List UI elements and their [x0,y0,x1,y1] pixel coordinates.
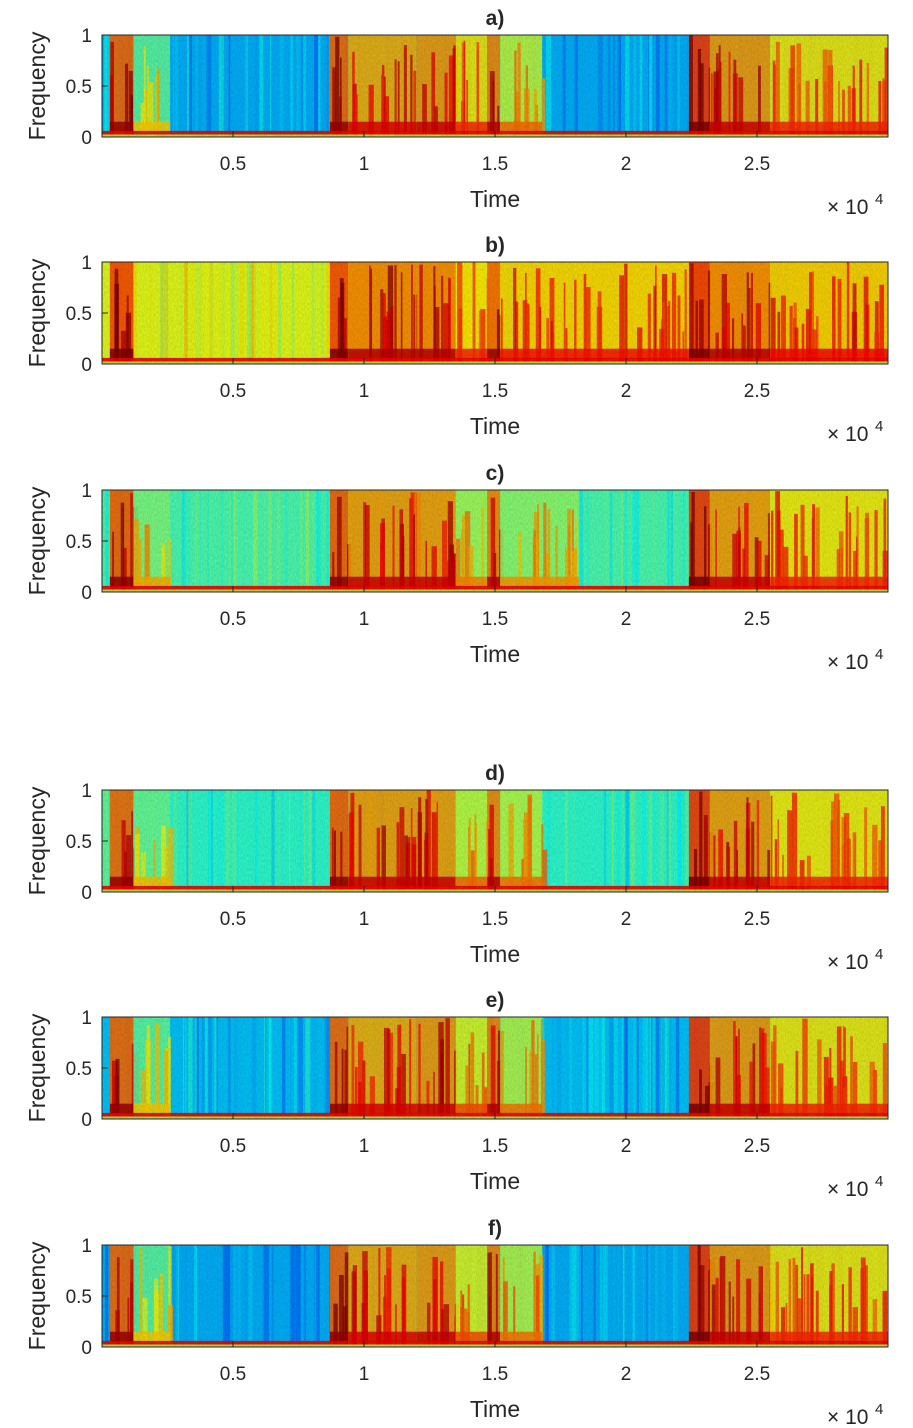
x-axis-label: Time [470,413,520,439]
spectrogram-image [102,490,888,592]
y-tick-label: 0 [81,883,92,904]
x-tick-label: 0.5 [220,154,246,175]
x-tick-label: 0.5 [220,609,246,630]
spectrogram-image [102,790,888,892]
x-tick-label: 2 [621,909,632,930]
x-tick-label: 0.5 [220,1364,246,1385]
panel-title: b) [485,234,505,257]
x-tick-label: 2.5 [744,1136,770,1157]
x-tick-label: 1 [359,1136,370,1157]
y-tick-label: 0 [81,1338,92,1359]
y-tick-label: 0.5 [66,532,92,553]
x-tick-label: 1 [359,154,370,175]
y-axis-label: Frequency [24,1013,50,1122]
x-tick-label: 2.5 [744,381,770,402]
panel-title: a) [486,7,505,30]
x-tick-label: 2.5 [744,909,770,930]
x-tick-label: 1.5 [482,381,508,402]
x-tick-label: 0.5 [220,909,246,930]
x-tick-label: 1 [359,381,370,402]
spectrogram-panel-c: c) 0 0.5 1 0.5 1 1.5 2 2.5 Time Frequency × 10 4 [24,462,889,674]
panel-title: c) [486,462,505,485]
y-tick-label: 0 [81,128,92,149]
x-axis-label: Time [470,641,520,667]
x-tick-label: 1.5 [482,1364,508,1385]
y-tick-label: 0 [81,355,92,376]
y-tick-label: 0.5 [66,1287,92,1308]
x-exponent-label: × 10 [827,196,868,219]
x-tick-label: 2.5 [744,609,770,630]
x-axis-label: Time [470,186,520,212]
spectrogram-panel-e: e) 0 0.5 1 0.5 1 1.5 2 2.5 Time Frequency × 10 4 [24,989,889,1201]
x-exponent-power: 4 [875,418,883,435]
x-tick-label: 0.5 [220,381,246,402]
y-axis-label: Frequency [24,786,50,895]
y-axis-label: Frequency [24,486,50,595]
spectrogram-panel-f: f) 0 0.5 1 0.5 1 1.5 2 2.5 Time Frequency × 10 4 [24,1217,889,1428]
x-tick-label: 2.5 [744,1364,770,1385]
x-tick-label: 2 [621,154,632,175]
y-tick-label: 1 [81,1008,92,1029]
panel-title: d) [485,762,505,785]
x-tick-label: 1 [359,1364,370,1385]
x-axis-label: Time [470,1168,520,1194]
y-tick-label: 0.5 [66,832,92,853]
x-exponent-label: × 10 [827,423,868,446]
y-tick-label: 0.5 [66,77,92,98]
y-tick-label: 0 [81,583,92,604]
panel-title: f) [488,1217,502,1240]
y-axis-label: Frequency [24,31,50,140]
x-exponent-power: 4 [875,946,883,963]
x-exponent-label: × 10 [827,951,868,974]
x-tick-label: 2 [621,381,632,402]
x-axis-label: Time [470,1396,520,1422]
x-exponent-power: 4 [875,191,883,208]
x-tick-label: 1.5 [482,609,508,630]
x-exponent-label: × 10 [827,1406,868,1428]
y-tick-label: 1 [81,253,92,274]
y-tick-label: 1 [81,481,92,502]
y-tick-label: 0 [81,1110,92,1131]
y-tick-label: 0.5 [66,304,92,325]
x-tick-label: 1.5 [482,909,508,930]
x-exponent-power: 4 [875,1173,883,1190]
x-exponent-power: 4 [875,646,883,663]
x-exponent-power: 4 [875,1401,883,1418]
y-tick-label: 1 [81,781,92,802]
spectrogram-panel-d: d) 0 0.5 1 0.5 1 1.5 2 2.5 Time Frequency × 10 4 [24,762,889,974]
x-tick-label: 1.5 [482,154,508,175]
x-axis-label: Time [470,941,520,967]
x-exponent-label: × 10 [827,1178,868,1201]
x-tick-label: 2.5 [744,154,770,175]
spectrogram-image [102,262,888,364]
x-tick-label: 2 [621,1364,632,1385]
x-tick-label: 0.5 [220,1136,246,1157]
x-exponent-label: × 10 [827,651,868,674]
spectrogram-image [102,1245,888,1347]
x-tick-label: 1.5 [482,1136,508,1157]
y-tick-label: 0.5 [66,1059,92,1080]
y-axis-label: Frequency [24,258,50,367]
spectrogram-image [102,35,888,137]
spectrogram-panel-b: b) 0 0.5 1 0.5 1 1.5 2 2.5 Time Frequency × 10 4 [24,234,889,446]
x-tick-label: 1 [359,609,370,630]
x-tick-label: 2 [621,609,632,630]
panel-title: e) [486,989,505,1012]
y-axis-label: Frequency [24,1241,50,1350]
x-tick-label: 1 [359,909,370,930]
spectrogram-image [102,1017,888,1119]
spectrogram-panel-a: a) 0 0.5 1 0.5 1 1.5 2 2.5 Time Frequency × 10 4 [24,7,889,219]
y-tick-label: 1 [81,1236,92,1257]
y-tick-label: 1 [81,26,92,47]
x-tick-label: 2 [621,1136,632,1157]
